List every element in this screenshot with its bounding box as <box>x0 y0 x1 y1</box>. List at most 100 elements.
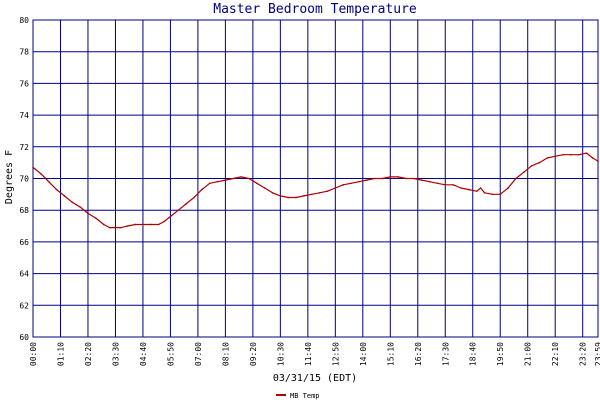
data-point <box>522 171 525 173</box>
y-tick-label: 70 <box>19 175 29 184</box>
data-point <box>538 161 541 164</box>
data-point <box>287 196 290 199</box>
data-point <box>444 184 447 186</box>
data-point <box>63 195 66 197</box>
y-axis-ticks: 60 62 64 66 68 70 72 74 76 78 80 <box>19 16 29 342</box>
data-point <box>185 203 187 205</box>
data-point <box>389 176 392 178</box>
data-point <box>499 193 502 196</box>
data-point <box>208 182 211 185</box>
x-tick-label: 08:10 <box>221 342 230 366</box>
data-point <box>193 196 195 199</box>
x-tick-label: 23:59 <box>594 342 600 366</box>
data-point <box>149 223 152 226</box>
data-point <box>397 176 399 178</box>
plot-frame <box>32 19 599 338</box>
y-axis-label: Degrees F <box>4 150 15 204</box>
data-point <box>530 165 533 167</box>
legend-label: MB Temp <box>290 392 320 400</box>
data-point <box>334 187 337 189</box>
data-point <box>546 157 549 159</box>
data-point <box>350 182 352 185</box>
y-tick-label: 80 <box>19 16 29 25</box>
y-tick-label: 68 <box>19 206 29 215</box>
x-tick-label: 05:50 <box>166 342 175 366</box>
y-tick-label: 66 <box>19 238 29 247</box>
y-tick-label: 72 <box>19 143 29 152</box>
y-tick-label: 76 <box>19 79 29 88</box>
data-point <box>597 160 599 162</box>
data-point <box>71 201 74 204</box>
data-point <box>491 193 494 196</box>
data-point <box>310 193 313 196</box>
data-point <box>32 166 34 169</box>
data-point <box>303 195 305 197</box>
data-point <box>515 177 517 180</box>
data-point <box>381 177 384 180</box>
x-tick-label: 03:30 <box>111 342 120 366</box>
data-point <box>87 212 89 215</box>
data-point <box>126 225 129 227</box>
x-tick-label: 09:20 <box>249 342 258 366</box>
data-point <box>142 223 144 226</box>
data-point <box>55 188 58 191</box>
data-point <box>318 191 321 194</box>
x-tick-label: 01:10 <box>56 342 65 366</box>
x-tick-label: 02:20 <box>84 342 93 366</box>
data-point <box>420 179 423 181</box>
y-tick-label: 74 <box>19 111 29 120</box>
x-tick-label: 04:40 <box>139 342 148 366</box>
data-point <box>79 206 81 208</box>
data-point <box>405 177 407 180</box>
data-point <box>271 191 274 194</box>
data-point <box>40 172 42 175</box>
data-point <box>134 223 136 226</box>
data-point <box>468 188 470 191</box>
x-tick-label: 07:00 <box>194 342 203 366</box>
data-point <box>256 182 258 185</box>
data-point <box>177 209 180 211</box>
data-point <box>365 179 368 181</box>
x-tick-label: 22:10 <box>551 342 560 366</box>
x-tick-label: 17:30 <box>441 342 450 366</box>
data-point <box>475 190 478 192</box>
data-point <box>436 182 439 185</box>
data-point <box>460 187 462 189</box>
x-tick-label: 10:30 <box>276 342 285 366</box>
y-tick-label: 60 <box>19 333 29 342</box>
data-point <box>102 223 105 226</box>
data-point <box>224 179 227 181</box>
data-point <box>295 196 297 199</box>
series-group <box>32 152 599 229</box>
data-point <box>279 195 282 197</box>
data-point <box>577 153 580 156</box>
data-point <box>591 157 594 159</box>
data-point <box>232 177 235 180</box>
data-point <box>326 190 329 192</box>
chart-title: Master Bedroom Temperature <box>213 2 417 17</box>
data-point <box>483 191 486 194</box>
data-point <box>507 187 509 189</box>
x-tick-label: 15:10 <box>386 342 395 366</box>
series-line <box>32 152 599 229</box>
data-point <box>342 184 344 186</box>
y-tick-label: 62 <box>19 301 29 310</box>
data-point <box>428 180 431 183</box>
x-axis-ticks: 00:00 01:10 02:20 03:30 04:40 05:50 07:00 08:10… <box>29 342 600 366</box>
data-point <box>157 223 160 226</box>
data-point <box>201 188 203 191</box>
data-point <box>585 152 588 154</box>
data-point <box>373 177 376 180</box>
data-point <box>108 226 111 229</box>
data-point <box>163 220 166 223</box>
data-point <box>95 217 97 219</box>
x-tick-label: 16:20 <box>414 342 423 366</box>
x-axis-label: 03/31/15 (EDT) <box>273 373 357 384</box>
data-point <box>114 226 117 229</box>
x-tick-label: 21:00 <box>524 342 533 366</box>
data-point <box>248 177 250 180</box>
data-point <box>240 176 242 178</box>
data-point <box>120 226 123 229</box>
x-tick-label: 12:50 <box>331 342 340 366</box>
